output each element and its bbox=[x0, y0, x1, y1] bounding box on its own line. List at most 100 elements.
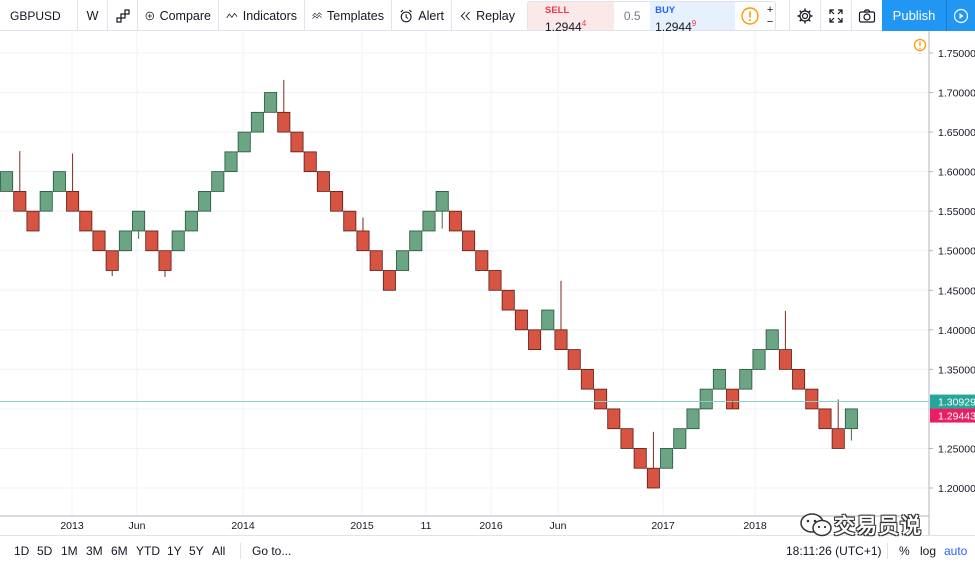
interval-label: W bbox=[86, 8, 99, 23]
renko-brick-down bbox=[66, 191, 80, 212]
trading-panel: SELL 1.29444 0.5 BUY 1.29449 + − bbox=[527, 1, 776, 34]
renko-brick-up bbox=[171, 230, 185, 252]
renko-brick-down bbox=[79, 210, 93, 232]
renko-brick-up bbox=[435, 191, 449, 212]
range-button-5d[interactable]: 5D bbox=[37, 544, 53, 558]
renko-brick-up bbox=[250, 111, 264, 133]
separator bbox=[887, 543, 888, 559]
renko-brick-down bbox=[303, 151, 317, 173]
renko-brick-up bbox=[264, 92, 278, 113]
time-tick-label: 2017 bbox=[651, 520, 675, 532]
price-tick-label: 1.25000 bbox=[938, 443, 975, 455]
renko-brick-up bbox=[237, 131, 251, 153]
renko-brick-down bbox=[343, 210, 357, 232]
renko-brick-up bbox=[541, 309, 555, 331]
log-scale-toggle[interactable]: log bbox=[920, 544, 937, 558]
renko-brick-up bbox=[0, 171, 14, 192]
range-button-3m[interactable]: 3M bbox=[86, 544, 103, 558]
indicators-icon bbox=[226, 12, 238, 18]
templates-button[interactable]: Templates bbox=[305, 0, 392, 31]
percent-scale-toggle[interactable]: % bbox=[899, 544, 910, 558]
price-tick-label: 1.40000 bbox=[938, 325, 975, 337]
buy-price: 1.29449 bbox=[655, 19, 697, 34]
range-button-all[interactable]: All bbox=[212, 544, 226, 558]
warning-icon bbox=[913, 38, 927, 52]
renko-brick-up bbox=[132, 210, 146, 232]
gear-icon bbox=[797, 8, 812, 23]
compare-button[interactable]: Compare bbox=[138, 0, 219, 31]
symbol-label: GBPUSD bbox=[10, 8, 61, 23]
minus-icon[interactable]: − bbox=[766, 16, 774, 28]
range-button-5y[interactable]: 5Y bbox=[189, 544, 204, 558]
price-tick-label: 1.20000 bbox=[938, 483, 975, 495]
renko-brick-up bbox=[699, 388, 713, 410]
renko-brick-down bbox=[330, 191, 344, 212]
rewind-icon bbox=[460, 11, 470, 20]
clock-timezone[interactable]: 18:11:26 (UTC+1) bbox=[786, 544, 882, 558]
price-tick-label: 1.50000 bbox=[938, 246, 975, 258]
renko-brick-down bbox=[594, 388, 608, 410]
publish-menu-button[interactable] bbox=[946, 0, 975, 31]
renko-brick-down bbox=[105, 250, 119, 271]
price-tick-label: 1.55000 bbox=[938, 206, 975, 218]
symbol-search[interactable]: GBPUSD bbox=[0, 0, 78, 31]
renko-brick-up bbox=[198, 191, 212, 212]
renko-brick-down bbox=[462, 230, 476, 252]
renko-brick-up bbox=[409, 230, 423, 252]
alert-button[interactable]: Alert bbox=[392, 0, 452, 31]
renko-chart[interactable]: 1.75000 1.70000 1.65000 1.60000 1.55000 1.500… bbox=[0, 31, 975, 535]
interval-button[interactable]: W bbox=[78, 0, 108, 31]
snapshot-button[interactable] bbox=[851, 0, 881, 31]
price-tick-label: 1.65000 bbox=[938, 127, 975, 139]
price-axis-label-bg bbox=[930, 394, 975, 409]
time-tick-label: 2015 bbox=[350, 520, 374, 532]
renko-brick-down bbox=[567, 349, 581, 370]
renko-brick-up bbox=[686, 408, 700, 430]
price-tick-label: 1.70000 bbox=[938, 88, 975, 100]
price-axis-label: 1.29443 bbox=[938, 411, 975, 423]
indicators-button[interactable]: Indicators bbox=[219, 0, 305, 31]
renko-brick-up bbox=[211, 171, 225, 192]
renko-brick-down bbox=[369, 250, 383, 271]
chart-type-button[interactable] bbox=[108, 0, 138, 31]
top-toolbar: GBPUSD W Compare Indicators Templates bbox=[0, 0, 975, 31]
fullscreen-button[interactable] bbox=[820, 0, 850, 31]
plus-icon[interactable]: + bbox=[766, 4, 774, 16]
range-button-1y[interactable]: 1Y bbox=[167, 544, 182, 558]
renko-brick-down bbox=[290, 131, 304, 153]
range-button-6m[interactable]: 6M bbox=[111, 544, 128, 558]
chart-area[interactable]: 1.75000 1.70000 1.65000 1.60000 1.55000 1.500… bbox=[0, 31, 975, 535]
range-button-ytd[interactable]: YTD bbox=[136, 544, 160, 558]
renko-brick-up bbox=[39, 191, 53, 212]
replay-button[interactable]: Replay bbox=[452, 0, 522, 31]
renko-brick-up bbox=[118, 230, 132, 252]
info-icon bbox=[741, 7, 759, 25]
compare-label: Compare bbox=[159, 8, 211, 23]
settings-button[interactable] bbox=[789, 0, 819, 31]
price-tick-label: 1.75000 bbox=[938, 48, 975, 60]
bottom-toolbar: 1D 5D 1M 3M 6M YTD 1Y 5Y All Go to... 18… bbox=[0, 535, 975, 565]
range-button-1d[interactable]: 1D bbox=[14, 544, 30, 558]
quantity-stepper[interactable]: + − bbox=[765, 2, 775, 30]
publish-button[interactable]: Publish bbox=[882, 0, 946, 31]
renko-brick-up bbox=[52, 171, 66, 192]
time-tick-label: 2014 bbox=[231, 520, 255, 532]
renko-brick-down bbox=[620, 428, 634, 449]
templates-icon bbox=[312, 11, 322, 19]
renko-brick-down bbox=[633, 448, 647, 469]
time-tick-label: 2013 bbox=[60, 520, 84, 532]
buy-button[interactable]: BUY 1.29449 bbox=[650, 2, 736, 34]
range-button-1m[interactable]: 1M bbox=[61, 544, 78, 558]
plus-circle-icon bbox=[145, 11, 155, 20]
auto-scale-toggle[interactable]: auto bbox=[944, 544, 968, 558]
trade-info-button[interactable] bbox=[735, 2, 765, 30]
wechat-icon bbox=[800, 513, 832, 537]
time-tick-label: 2016 bbox=[479, 520, 503, 532]
renko-brick-down bbox=[475, 250, 489, 271]
renko-brick-down bbox=[316, 171, 330, 192]
sell-button[interactable]: SELL 1.29444 bbox=[528, 2, 615, 34]
goto-button[interactable]: Go to... bbox=[252, 544, 292, 558]
renko-brick-down bbox=[646, 467, 660, 489]
indicators-label: Indicators bbox=[242, 8, 297, 23]
renko-brick-up bbox=[396, 250, 410, 271]
